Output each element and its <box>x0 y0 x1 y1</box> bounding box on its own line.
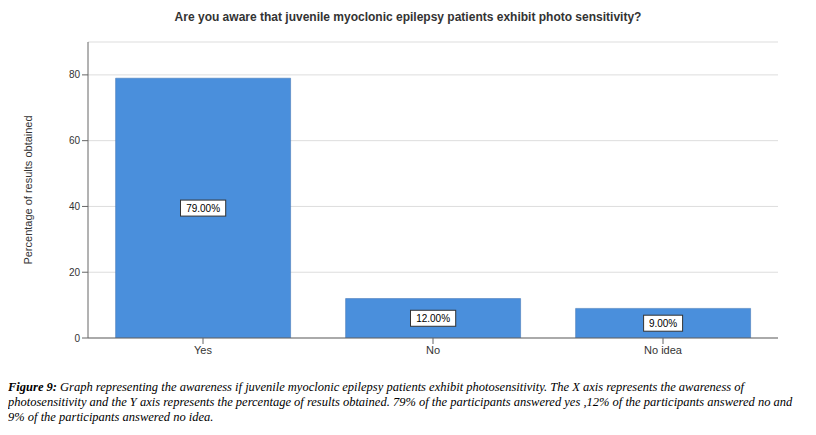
svg-text:40: 40 <box>69 201 81 212</box>
svg-text:Percentage of results obtained: Percentage of results obtained <box>22 115 34 264</box>
svg-text:80: 80 <box>69 69 81 80</box>
svg-text:No: No <box>426 344 440 356</box>
svg-text:No idea: No idea <box>644 344 683 356</box>
svg-text:9.00%: 9.00% <box>649 318 677 329</box>
svg-text:20: 20 <box>69 267 81 278</box>
svg-text:0: 0 <box>74 333 80 344</box>
svg-text:60: 60 <box>69 135 81 146</box>
svg-text:79.00%: 79.00% <box>186 203 220 214</box>
svg-text:Yes: Yes <box>194 344 212 356</box>
html-text:Figure 9: Graph representing t: Figure 9: Graph representing the awarene… <box>8 380 793 424</box>
svg-text:12.00%: 12.00% <box>416 313 450 324</box>
html-text:Are you aware that juvenile my: Are you aware that juvenile myoclonic ep… <box>174 10 642 24</box>
